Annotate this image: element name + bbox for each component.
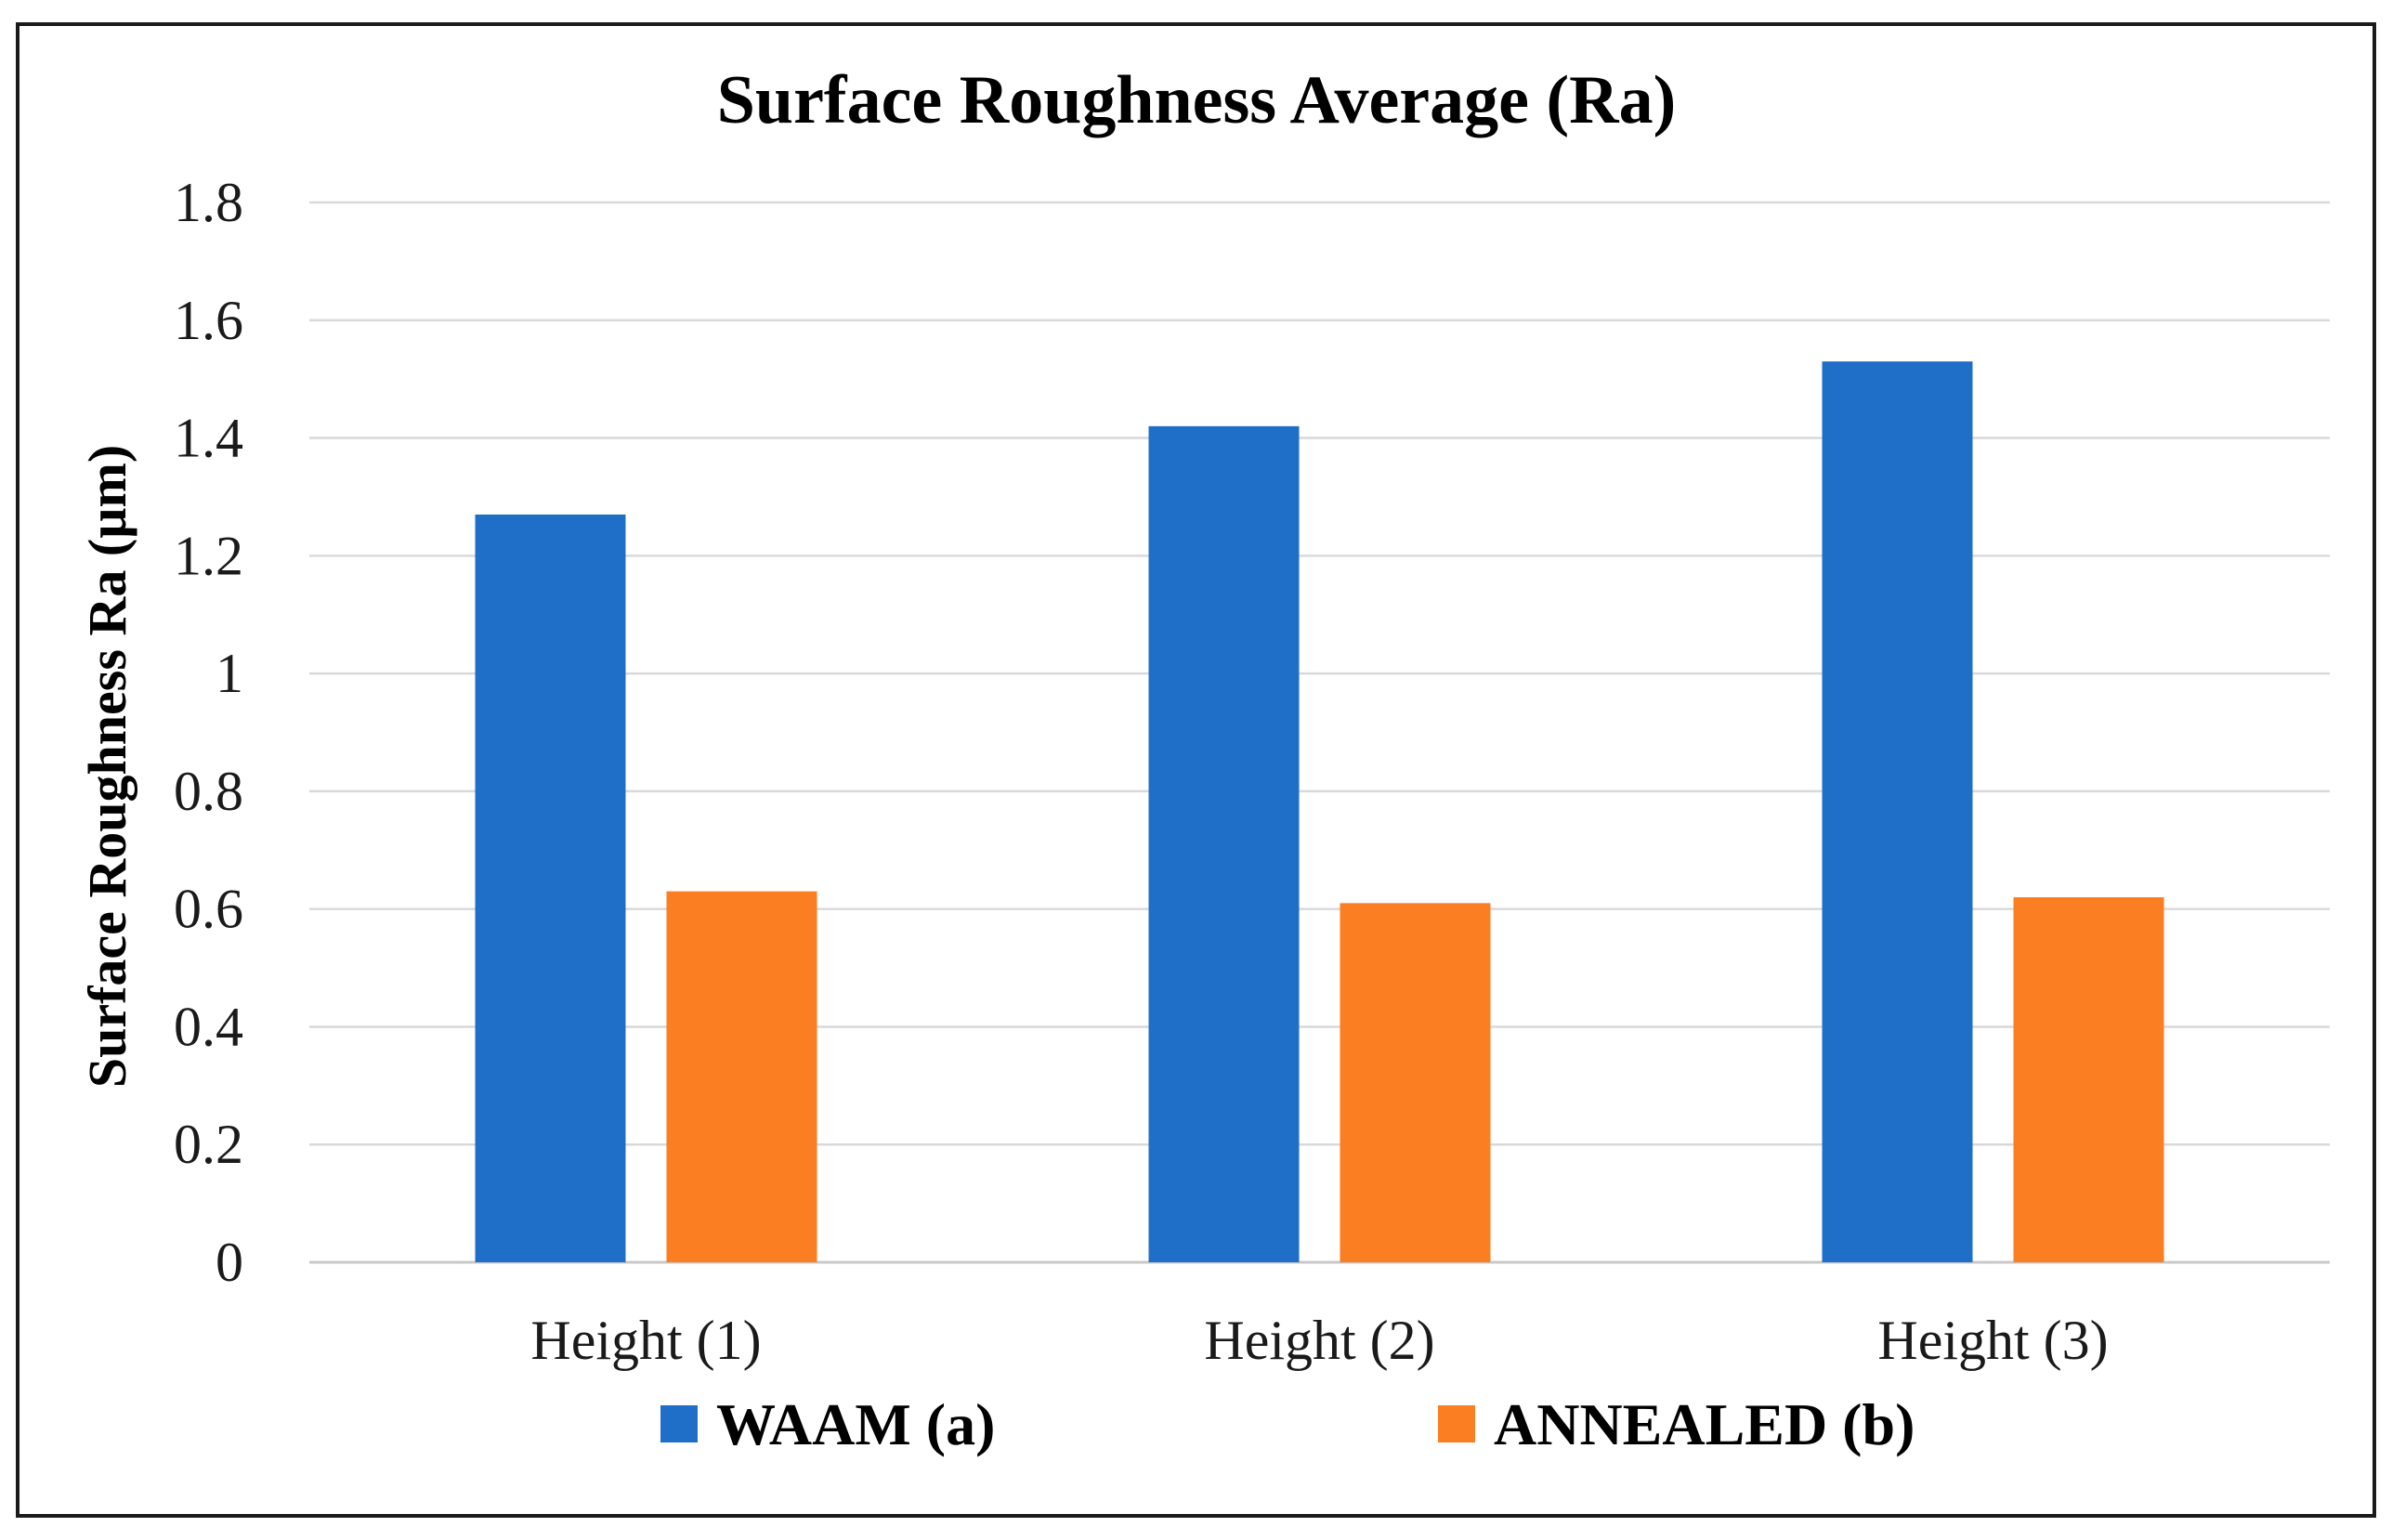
- legend-label: WAAM (a): [716, 1391, 995, 1457]
- legend: WAAM (a) ANNEALED (b): [660, 1391, 1915, 1457]
- legend-swatch: [1438, 1405, 1475, 1442]
- y-tick-label: 0.6: [174, 879, 243, 940]
- legend-swatch: [660, 1405, 698, 1442]
- x-tick-label: Height (2): [1204, 1310, 1434, 1371]
- chart-title: Surface Roughness Average (Ra): [717, 62, 1676, 138]
- x-tick-label: Height (3): [1877, 1310, 2108, 1371]
- y-tick-label: 1.8: [174, 172, 243, 233]
- y-axis-ticks: 0 0.2 0.4 0.6 0.8 1 1.2 1.4 1.6 1.8: [174, 172, 243, 1293]
- y-tick-label: 1.2: [174, 525, 243, 586]
- bar-annealed-1: [666, 891, 817, 1262]
- legend-label: ANNEALED (b): [1494, 1391, 1915, 1457]
- bar-annealed-2: [1340, 903, 1491, 1262]
- bar-waam-3: [1822, 361, 1973, 1262]
- y-tick-label: 1.6: [174, 290, 243, 351]
- x-tick-label: Height (1): [530, 1310, 761, 1371]
- y-tick-label: 0.8: [174, 761, 243, 822]
- y-tick-label: 0.2: [174, 1114, 243, 1175]
- bar-waam-1: [475, 514, 626, 1262]
- bar-annealed-3: [2013, 896, 2164, 1262]
- bars: [475, 361, 2164, 1262]
- gridlines: [309, 201, 2330, 1264]
- y-tick-label: 1.4: [174, 408, 243, 469]
- y-tick-label: 1: [216, 643, 243, 704]
- bar-waam-2: [1148, 425, 1300, 1262]
- x-axis-ticks: Height (1) Height (2) Height (3): [530, 1310, 2108, 1371]
- y-axis-label: Surface Roughness Ra (µm): [77, 445, 137, 1088]
- y-tick-label: 0.4: [174, 996, 243, 1057]
- y-tick-label: 0: [216, 1232, 243, 1293]
